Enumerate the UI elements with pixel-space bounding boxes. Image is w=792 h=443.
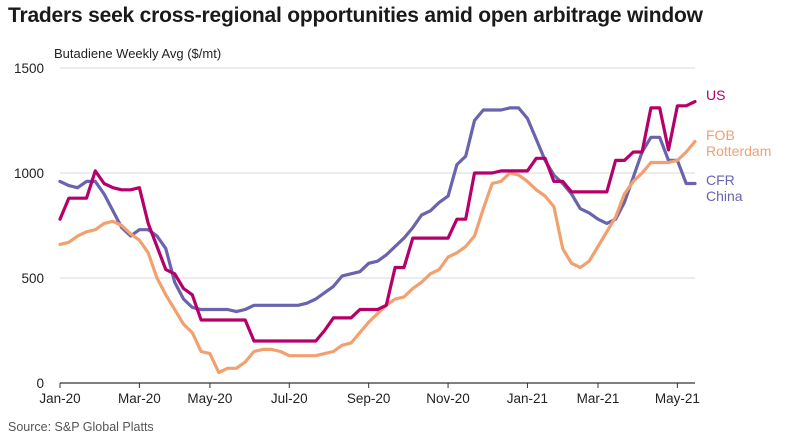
series-lines	[58, 100, 697, 375]
y-tick-label: 1500	[14, 61, 44, 76]
chart-title: Traders seek cross-regional opportunitie…	[8, 4, 703, 27]
series-line-us	[58, 100, 697, 343]
series-line-fob-rotterdam	[58, 139, 697, 375]
y-tick-label: 500	[21, 271, 44, 286]
x-tick-labels: Jan-20 Mar-20 May-20 Jul-20 Sep-20 Nov-20 Jan-…	[39, 383, 700, 406]
line-chart: 0 500 1000 1500 Jan-20 Mar-20 May-20 Jul-20 Sep…	[14, 61, 771, 406]
x-tick-label: Jan-21	[507, 391, 548, 406]
legend-label: FOB	[706, 127, 735, 143]
y-axis-label: Butadiene Weekly Avg ($/mt)	[54, 46, 222, 61]
x-tick-label: May-21	[655, 391, 700, 406]
legend-label: China	[706, 188, 743, 204]
x-tick-label: Jan-20	[39, 391, 80, 406]
x-tick-label: May-20	[187, 391, 232, 406]
x-tick-label: Mar-21	[577, 391, 620, 406]
legend-label: CFR	[706, 172, 735, 188]
x-tick-label: Mar-20	[118, 391, 161, 406]
x-tick-label: Jul-20	[271, 391, 308, 406]
gridlines	[60, 67, 695, 384]
legend-label: Rotterdam	[706, 143, 771, 159]
series-line-cfr-china	[58, 106, 697, 314]
y-tick-label: 1000	[14, 166, 44, 181]
y-tick-label: 0	[36, 376, 44, 391]
x-tick-label: Sep-20	[347, 391, 391, 406]
legend-label: US	[706, 87, 725, 103]
source-note: Source: S&P Global Platts	[8, 420, 154, 434]
y-tick-labels: 0 500 1000 1500	[14, 61, 44, 391]
x-tick-label: Nov-20	[426, 391, 470, 406]
